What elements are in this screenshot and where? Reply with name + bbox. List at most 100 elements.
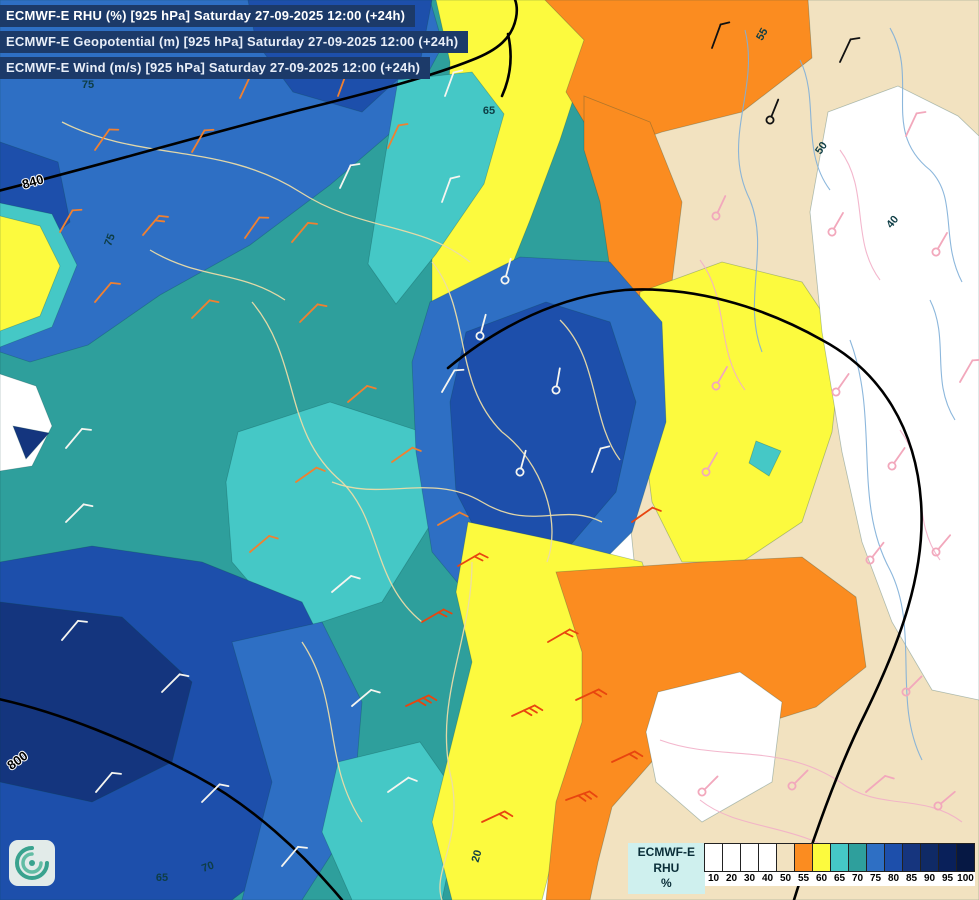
header-line-geopotential: ECMWF-E Geopotential (m) [925 hPa] Satur… xyxy=(0,31,469,53)
wind-barb xyxy=(421,608,453,623)
provider-logo xyxy=(8,839,56,892)
river-line xyxy=(799,59,831,191)
legend-swatch xyxy=(794,843,813,873)
country-border xyxy=(251,301,423,623)
legend-swatches xyxy=(704,843,975,873)
legend-swatch xyxy=(740,843,759,873)
legend-field-label: RHU xyxy=(653,860,680,875)
legend-value: 70 xyxy=(851,873,864,885)
wind-barb xyxy=(65,427,92,449)
wind-barb xyxy=(244,216,270,239)
wind-barb xyxy=(295,466,326,483)
rhu-region-dblue xyxy=(449,301,637,563)
map-header: ECMWF-E RHU (%) [925 hPa] Saturday 27-09… xyxy=(0,5,469,79)
wind-barb xyxy=(94,128,120,151)
pink-border-line xyxy=(839,149,881,281)
wind-barb xyxy=(351,689,381,707)
wind-barb xyxy=(865,541,885,565)
wind-barb xyxy=(281,845,308,867)
wind-barb xyxy=(441,175,461,203)
legend-swatch xyxy=(722,843,741,873)
wind-barb xyxy=(291,221,318,243)
country-border xyxy=(439,561,473,900)
wind-barb xyxy=(565,790,598,802)
river-line xyxy=(849,339,923,761)
legend-value: 20 xyxy=(725,873,738,885)
wind-barb xyxy=(161,673,190,693)
rhu-region-cyan xyxy=(225,401,433,633)
wind-barb xyxy=(551,367,561,395)
wind-barb xyxy=(931,232,948,257)
rhu-region-cyan xyxy=(748,440,782,477)
wind-barb xyxy=(391,446,422,463)
legend-model-label: ECMWF-E xyxy=(637,845,695,860)
wind-barb xyxy=(94,281,121,303)
wind-barb xyxy=(457,552,489,567)
legend-value: 60 xyxy=(815,873,828,885)
rhu-contour-label: 20 xyxy=(470,849,485,864)
wind-barb xyxy=(765,98,780,125)
pink-border-line xyxy=(699,259,746,391)
country-border xyxy=(61,121,471,263)
wind-barb xyxy=(387,776,418,793)
legend-title: ECMWF-E RHU % xyxy=(627,843,705,894)
wind-barb xyxy=(611,750,644,763)
color-legend: ECMWF-E RHU % 10 20 30 40 50 55 60 65 70 75 80 85 90… xyxy=(627,843,975,894)
header-line-wind: ECMWF-E Wind (m/s) [925 hPa] Saturday 27… xyxy=(0,57,431,79)
wind-barb xyxy=(547,628,579,643)
rhu-region-yellow xyxy=(0,215,61,332)
wind-barb xyxy=(65,503,94,523)
wind-barb xyxy=(347,385,377,403)
legend-unit-label: % xyxy=(661,876,672,891)
river-line xyxy=(889,27,963,283)
legend-value: 10 xyxy=(707,873,720,885)
legend-value: 85 xyxy=(905,873,918,885)
wind-barb xyxy=(201,783,230,803)
legend-value: 30 xyxy=(743,873,756,885)
geopotential-contour xyxy=(500,32,512,98)
wind-barb xyxy=(865,775,895,793)
wind-barb xyxy=(61,619,88,641)
legend-swatch xyxy=(920,843,939,873)
wind-barb xyxy=(142,214,169,236)
wind-barb xyxy=(95,771,122,793)
wind-barb xyxy=(405,694,438,707)
rhu-contour-label: 65 xyxy=(156,872,168,884)
river-line xyxy=(737,29,763,353)
geopotential-label: 840 xyxy=(20,171,45,191)
legend-value: 50 xyxy=(779,873,792,885)
legend-swatch xyxy=(830,843,849,873)
legend-swatch xyxy=(938,843,957,873)
rhu-region-white xyxy=(0,373,53,472)
legend-swatch xyxy=(776,843,795,873)
wind-barb xyxy=(901,675,923,697)
rhu-region-navy xyxy=(12,425,50,460)
rhu-region-cyan xyxy=(367,71,505,305)
legend-swatch xyxy=(812,843,831,873)
wind-barb xyxy=(631,506,662,523)
legend-swatch xyxy=(884,843,903,873)
wind-barb xyxy=(481,810,514,823)
rhu-contour-label: 65 xyxy=(483,105,495,117)
rhu-contour-label: 55 xyxy=(754,26,771,43)
wind-barb xyxy=(299,303,328,323)
legend-value: 80 xyxy=(887,873,900,885)
geopotential-contour xyxy=(446,288,923,900)
rhu-region-cyan xyxy=(321,741,463,900)
country-border xyxy=(431,261,503,433)
legend-swatch xyxy=(758,843,777,873)
wind-barb xyxy=(711,21,731,49)
legend-value: 40 xyxy=(761,873,774,885)
wind-barb xyxy=(701,452,718,477)
wind-barb xyxy=(249,535,279,553)
legend-swatch xyxy=(956,843,975,873)
legend-swatch xyxy=(704,843,723,873)
wind-barb xyxy=(959,358,979,383)
rhu-contour-label: 50 xyxy=(813,140,830,157)
wind-barb xyxy=(59,208,83,233)
rhu-region-white xyxy=(809,85,979,701)
country-border xyxy=(149,249,286,301)
wind-barb xyxy=(387,123,409,149)
